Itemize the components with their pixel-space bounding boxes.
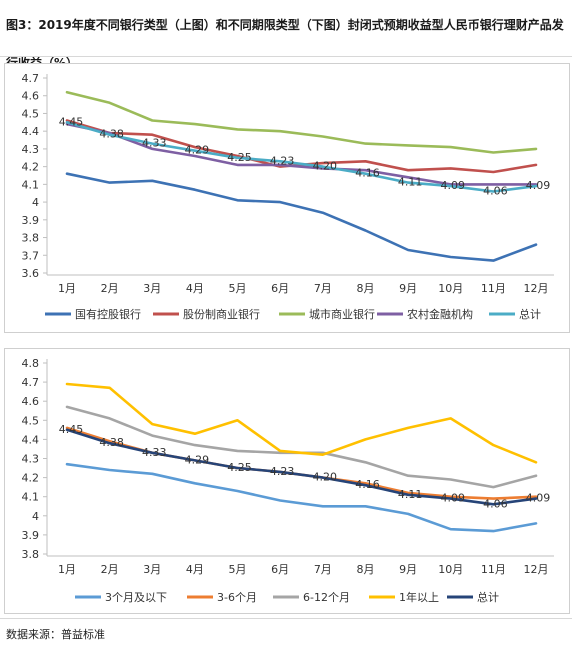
x-tick-label: 3月 <box>143 282 161 295</box>
y-tick-label: 4.2 <box>22 161 40 174</box>
data-label: 4.11 <box>398 488 423 501</box>
y-tick-label: 4.4 <box>22 125 40 138</box>
x-tick-label: 9月 <box>399 282 417 295</box>
x-tick-label: 5月 <box>229 282 247 295</box>
bank-type-line-chart: 3.6 3.7 3.8 3.9 4 4.1 4.2 4.3 4.4 4.5 4.6 4.7 1月 2月 3月… <box>22 72 554 321</box>
data-label: 4.29 <box>185 453 210 466</box>
x-tick-label: 2月 <box>101 282 119 295</box>
data-source-note: 数据来源：普益标准 <box>6 628 105 641</box>
data-label: 4.06 <box>483 497 508 510</box>
x-tick-label: 12月 <box>524 563 549 576</box>
y-tick-label: 3.8 <box>22 232 40 245</box>
data-label: 4.25 <box>227 151 252 164</box>
data-label: 4.16 <box>355 167 380 180</box>
legend-label: 总计 <box>477 590 499 604</box>
legend-label: 股份制商业银行 <box>183 307 260 321</box>
y-tick-label: 3.7 <box>22 249 40 262</box>
y-tick-label: 4 <box>32 510 39 523</box>
legend-label: 国有控股银行 <box>75 307 141 321</box>
x-tick-label: 8月 <box>356 282 374 295</box>
y-tick-label: 4.5 <box>22 414 40 427</box>
footer-divider <box>0 618 572 619</box>
x-tick-label: 12月 <box>524 282 549 295</box>
x-tick-label: 10月 <box>438 282 463 295</box>
y-tick-label: 3.9 <box>22 529 40 542</box>
data-label: 4.38 <box>99 128 124 141</box>
y-tick-label: 4.3 <box>22 453 40 466</box>
title-divider <box>0 56 572 57</box>
y-tick-label: 3.9 <box>22 214 40 227</box>
data-label: 4.11 <box>398 176 423 189</box>
data-label: 4.38 <box>99 436 124 449</box>
x-tick-label: 11月 <box>481 563 506 576</box>
legend-label: 农村金融机构 <box>407 307 473 321</box>
series-line-2 <box>65 90 538 154</box>
series-line-3 <box>65 122 538 186</box>
x-tick-label: 7月 <box>314 282 332 295</box>
data-label: 4.06 <box>483 184 508 197</box>
data-label: 4.16 <box>355 478 380 491</box>
y-tick-label: 4.6 <box>22 395 40 408</box>
y-tick-label: 4.6 <box>22 90 40 103</box>
legend-label: 3个月及以下 <box>105 591 167 604</box>
data-label: 4.20 <box>313 471 338 484</box>
y-tick-label: 4.3 <box>22 143 40 156</box>
x-tick-label: 10月 <box>438 563 463 576</box>
y-tick-label: 3.6 <box>22 267 40 280</box>
data-label: 4.23 <box>270 154 295 167</box>
x-tick-label: 6月 <box>271 563 289 576</box>
series-line-0 <box>65 462 538 533</box>
series-line-4 <box>65 120 538 193</box>
x-tick-label: 1月 <box>58 282 76 295</box>
y-tick-label: 3.8 <box>22 548 40 561</box>
legend-label: 1年以上 <box>399 590 439 604</box>
x-tick-label: 9月 <box>399 563 417 576</box>
legend-label: 6-12个月 <box>303 591 350 604</box>
legend-label: 城市商业银行 <box>309 307 375 321</box>
y-tick-label: 4.7 <box>22 376 40 389</box>
chart-panel-bank-type: 3.6 3.7 3.8 3.9 4 4.1 4.2 4.3 4.4 4.5 4.6 4.7 1月 2月 3月… <box>4 63 570 333</box>
y-tick-label: 4.5 <box>22 107 40 120</box>
y-tick-label: 4.1 <box>22 178 40 191</box>
data-label: 4.25 <box>227 461 252 474</box>
legend-label: 总计 <box>519 307 541 321</box>
data-label: 4.09 <box>526 492 551 505</box>
x-tick-label: 4月 <box>186 282 204 295</box>
x-tick-label: 4月 <box>186 563 204 576</box>
x-tick-label: 11月 <box>481 282 506 295</box>
series-line-3 <box>65 382 538 464</box>
x-tick-label: 6月 <box>271 282 289 295</box>
chart-panel-maturity: 3.8 3.9 4 4.1 4.2 4.3 4.4 4.5 4.6 4.7 4.8 1月 2月 3月 4月 5… <box>4 348 570 614</box>
y-tick-label: 4.7 <box>22 72 40 85</box>
x-tick-label: 8月 <box>356 563 374 576</box>
data-label: 4.29 <box>185 144 210 157</box>
y-tick-label: 4.4 <box>22 433 40 446</box>
data-label: 4.09 <box>440 492 465 505</box>
data-label: 4.20 <box>313 160 338 173</box>
series-line-4 <box>65 428 538 506</box>
data-label: 4.45 <box>59 423 84 436</box>
data-label: 4.09 <box>440 179 465 192</box>
data-label: 4.45 <box>59 115 84 128</box>
y-tick-label: 4.1 <box>22 491 40 504</box>
legend-label: 3-6个月 <box>217 591 257 604</box>
data-label: 4.33 <box>142 137 167 150</box>
x-tick-label: 3月 <box>143 563 161 576</box>
y-tick-label: 4.2 <box>22 472 40 485</box>
x-tick-label: 1月 <box>58 563 76 576</box>
maturity-line-chart: 3.8 3.9 4 4.1 4.2 4.3 4.4 4.5 4.6 4.7 4.8 1月 2月 3月 4月 5… <box>22 357 554 604</box>
data-label: 4.09 <box>526 179 551 192</box>
y-tick-label: 4.8 <box>22 357 40 370</box>
x-tick-label: 5月 <box>229 563 247 576</box>
data-label: 4.23 <box>270 465 295 478</box>
series-line-0 <box>65 172 538 262</box>
x-tick-label: 7月 <box>314 563 332 576</box>
data-label: 4.33 <box>142 446 167 459</box>
x-tick-label: 2月 <box>101 563 119 576</box>
y-tick-label: 4 <box>32 196 39 209</box>
series-line-1 <box>65 426 538 500</box>
